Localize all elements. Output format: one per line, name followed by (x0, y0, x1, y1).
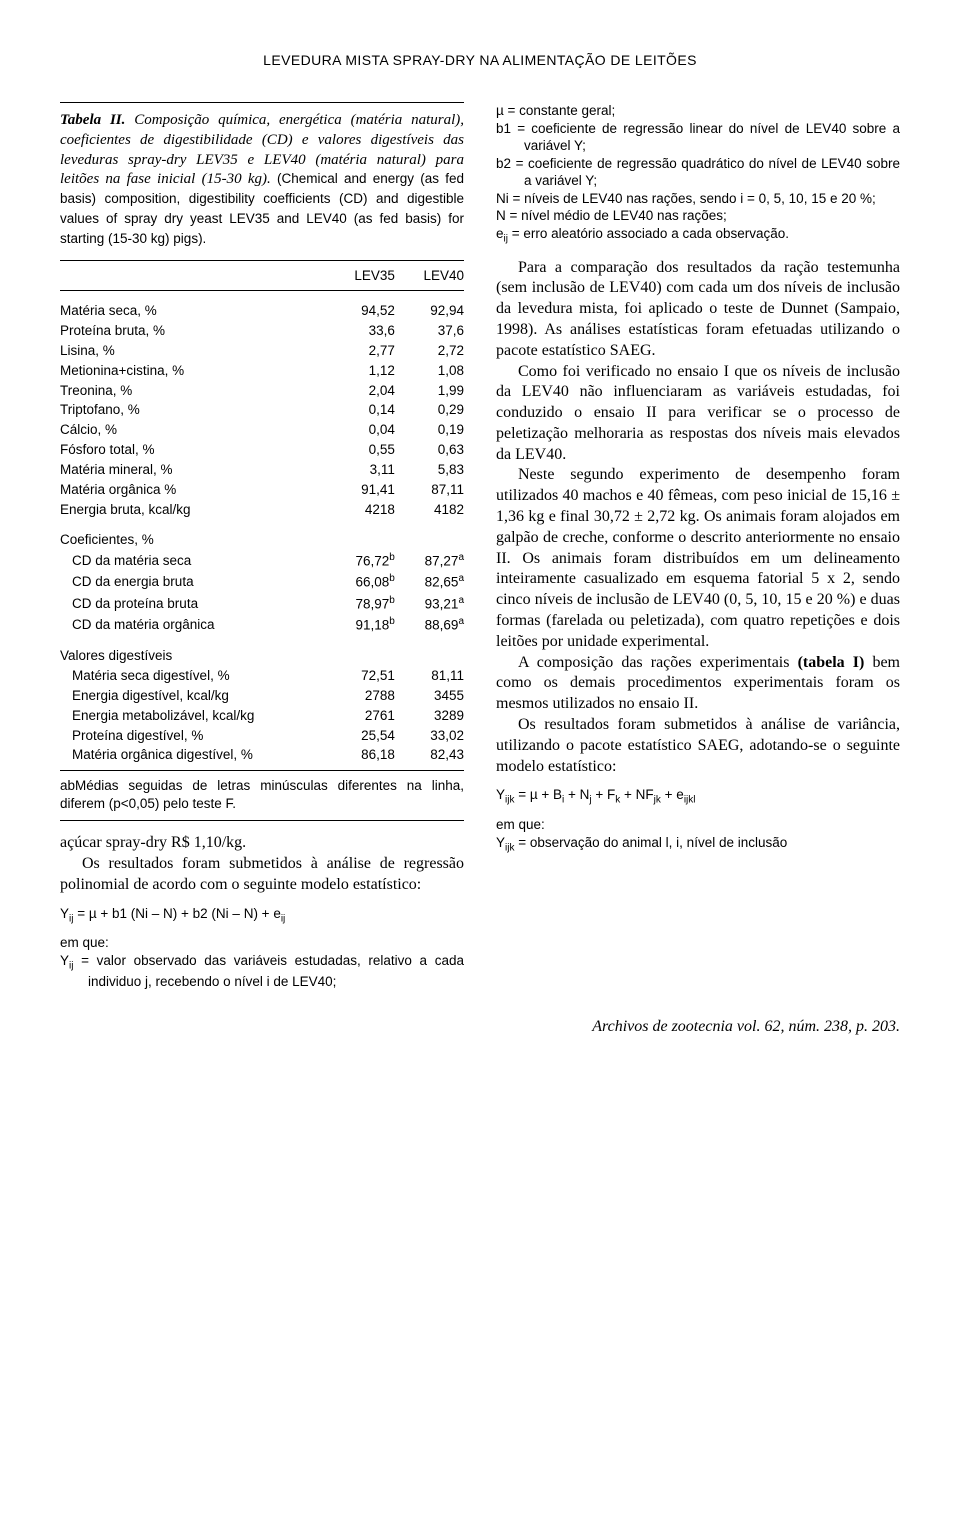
def-item: N = nível médio de LEV40 nas rações; (496, 207, 900, 225)
table-row: Matéria seca digestível, %72,5181,11 (60, 666, 464, 686)
table-row: CD da matéria seca76,72b87,27a (60, 550, 464, 571)
right-p2: Como foi verificado no ensaio I que os n… (496, 362, 900, 466)
right-defs-2: em que: Yijk = observação do animal l, i… (496, 816, 900, 854)
table-row: Lisina, %2,772,72 (60, 341, 464, 361)
right-p5: Os resultados foram submetidos à análise… (496, 715, 900, 777)
table-row: Matéria orgânica %91,4187,11 (60, 480, 464, 500)
table-row: Energia bruta, kcal/kg42184182 (60, 500, 464, 520)
running-head: LEVEDURA MISTA SPRAY-DRY NA ALIMENTAÇÃO … (60, 52, 900, 68)
def-item: Ni = níveis de LEV40 nas rações, sendo i… (496, 190, 900, 208)
table-row: CD da proteína bruta78,97b93,21a (60, 593, 464, 614)
right-p1: Para a comparação dos resultados da raçã… (496, 258, 900, 362)
table-row: Matéria seca, %94,5292,94 (60, 301, 464, 321)
table2-caption: Tabela II. Composição química, energétic… (60, 102, 464, 250)
table-row: Metionina+cistina, %1,121,08 (60, 361, 464, 381)
table2-caption-lead: Tabela II. (60, 112, 125, 128)
left-p2: Os resultados foram submetidos à análise… (60, 854, 464, 896)
def-item: µ = constante geral; (496, 102, 900, 120)
table2-col0 (60, 260, 326, 291)
table-row: Proteína bruta, %33,637,6 (60, 321, 464, 341)
table-section-header: Coeficientes, % (60, 529, 464, 550)
table-row: Proteína digestível, %25,5433,02 (60, 726, 464, 746)
equation-1: Yij = µ + b1 (Ni – N) + b2 (Ni – N) + ei… (60, 906, 464, 925)
left-p1: açúcar spray-dry R$ 1,10/kg. (60, 833, 464, 854)
def-item: Yijk = observação do animal l, i, nível … (496, 834, 900, 855)
def-item: b1 = coeficiente de regressão linear do … (496, 120, 900, 155)
table2-col1: LEV35 (326, 260, 395, 291)
table-row: Treonina, %2,041,99 (60, 381, 464, 401)
table2-footnote: abMédias seguidas de letras minúsculas d… (60, 771, 464, 821)
right-defs: µ = constante geral; b1 = coeficiente de… (496, 102, 900, 246)
table-row: CD da matéria orgânica91,18b88,69a (60, 614, 464, 635)
right-p3: Neste segundo experimento de desempenho … (496, 465, 900, 652)
def-item: b2 = coeficiente de regressão quadrático… (496, 155, 900, 190)
left-defs: em que: Yij = valor observado das variáv… (60, 934, 464, 990)
table2-col2: LEV40 (395, 260, 464, 291)
defs-lead: em que: (496, 816, 900, 834)
table-row: Cálcio, %0,040,19 (60, 420, 464, 440)
table-row: Matéria orgânica digestível, %86,1882,43 (60, 745, 464, 770)
table-row: CD da energia bruta66,08b82,65a (60, 571, 464, 592)
defs-lead: em que: (60, 934, 464, 952)
def-item: Yij = valor observado das variáveis estu… (60, 952, 464, 990)
table2: LEV35 LEV40 Matéria seca, %94,5292,94 Pr… (60, 260, 464, 772)
table-row: Energia metabolizável, kcal/kg27613289 (60, 706, 464, 726)
table-row: Fósforo total, %0,550,63 (60, 440, 464, 460)
table-row: Matéria mineral, %3,115,83 (60, 460, 464, 480)
table-section-header: Valores digestíveis (60, 645, 464, 666)
equation-2: Yijk = µ + Bi + Nj + Fk + NFjk + eijkl (496, 787, 900, 806)
table-row: Energia digestível, kcal/kg27883455 (60, 686, 464, 706)
right-p4: A composição das rações experimentais (t… (496, 653, 900, 715)
table-row: Triptofano, %0,140,29 (60, 400, 464, 420)
def-item: eij = erro aleatório associado a cada ob… (496, 225, 900, 246)
page-footer: Archivos de zootecnia vol. 62, núm. 238,… (60, 1018, 900, 1036)
